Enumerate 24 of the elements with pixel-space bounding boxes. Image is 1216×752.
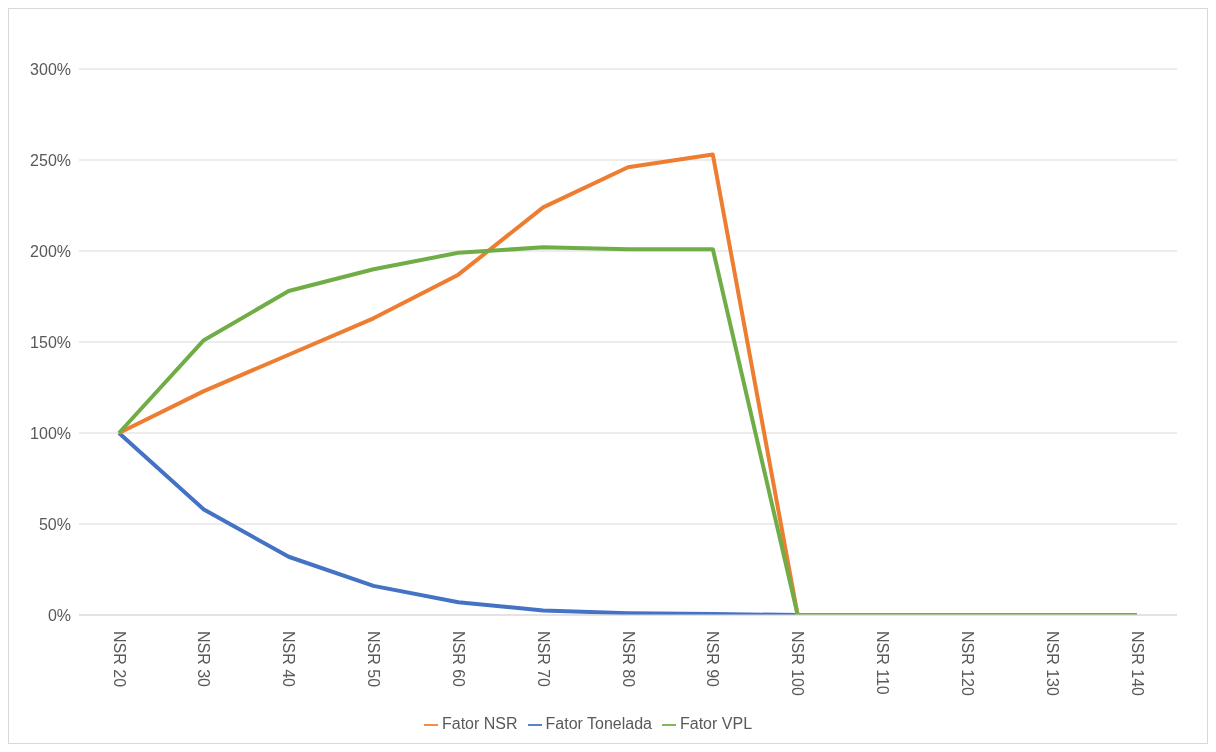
x-tick-label: NSR 130 — [1043, 631, 1061, 697]
x-tick-label: NSR 50 — [365, 631, 382, 688]
legend-label: Fator Tonelada — [545, 715, 652, 732]
line-series — [117, 245, 1139, 615]
y-tick-label: 50% — [38, 515, 71, 533]
x-tick-label: NSR 120 — [958, 631, 976, 697]
x-tick-label: NSR 90 — [704, 631, 722, 688]
x-tick-label: NSR 70 — [534, 631, 552, 688]
x-tick-label: NSR 40 — [280, 631, 298, 688]
x-tick-label: NSR 30 — [195, 631, 213, 688]
legend-label: Fator VPL — [680, 715, 753, 732]
x-tick-label: NSR 110 — [874, 631, 891, 695]
x-tick-label: NSR 80 — [619, 631, 637, 688]
legend-label: Fator NSR — [441, 715, 518, 732]
x-tick-label: NSR 100 — [789, 631, 807, 697]
y-tick-label: 250% — [30, 151, 71, 169]
y-tick-label: 0% — [47, 606, 71, 624]
y-tick-label: 150% — [30, 333, 71, 351]
x-tick-label: NSR 140 — [1128, 631, 1146, 697]
y-tick-label: 300% — [30, 60, 71, 78]
y-tick-label: 100% — [30, 424, 71, 442]
x-tick-label: NSR 60 — [449, 631, 467, 688]
y-tick-label: 200% — [30, 242, 71, 260]
x-tick-label: NSR 20 — [110, 631, 128, 688]
